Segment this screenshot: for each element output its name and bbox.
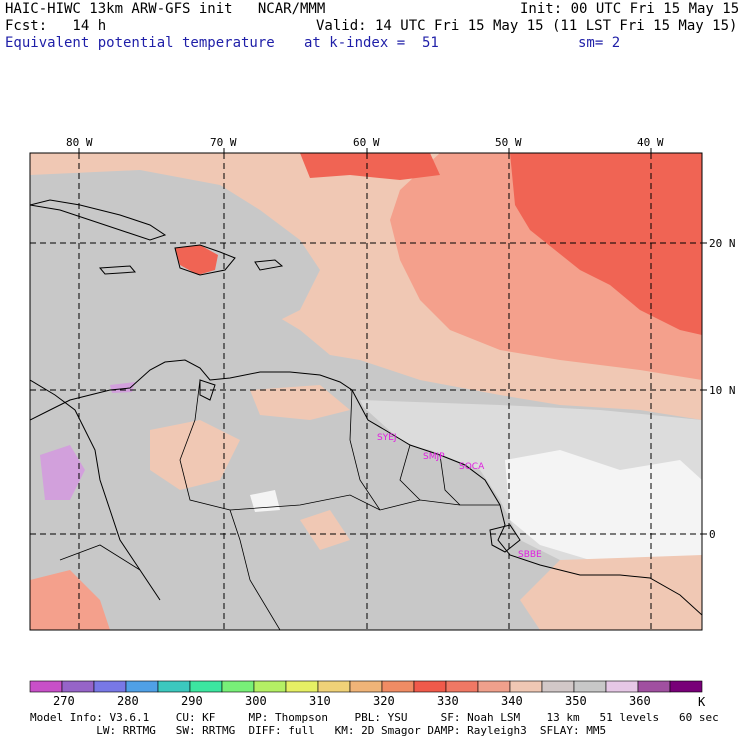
colorbar-swatch [349,680,383,693]
border-brazil-north [229,494,500,511]
colorbar-tick-label: 310 [309,694,331,708]
colorbar-swatch [317,680,351,693]
border-colombia [179,379,281,630]
colorbar-swatch [381,680,415,693]
colorbar-labels: 270 280 290 300 310 320 330 340 350 360 [53,694,651,708]
colorbar-tick-label: 340 [501,694,523,708]
lon-label-70w: 70 W [210,136,237,149]
stations: SYEJ SMJP SOCA SBBE [377,433,542,560]
tan-patch-land-3 [300,510,350,550]
station-syej: SYEJ [377,433,397,443]
coastlines [30,199,702,616]
lon-label-50w: 50 W [495,136,522,149]
tan-patch-land-1 [150,420,240,490]
top-ticks [78,148,707,535]
colorbar-swatch [509,680,543,693]
white-patch-land [250,490,280,512]
lon-label-80w: 80 W [66,136,93,149]
lon-label-60w: 60 W [353,136,380,149]
map-frame [29,152,703,631]
jamaica-coast [98,265,137,275]
red-patch-hispaniola [175,245,218,275]
colorbar-swatch [253,680,287,693]
colorbar-tick-label: 290 [181,694,203,708]
colorbar [29,680,703,693]
colorbar-unit: K [698,695,706,709]
colorbar-swatch [189,680,223,693]
colorbar-tick-label: 360 [629,694,651,708]
valid-time: Valid: 14 UTC Fri 15 May 15 (11 LST Fri … [316,18,738,34]
graticule [30,153,702,630]
hispaniola-coast [174,244,236,276]
colorbar-swatch [605,680,639,693]
south-america-coast [30,359,702,616]
colorbar-swatch [125,680,159,693]
station-smjp: SMJP [423,452,445,462]
lon-label-40w: 40 W [637,136,664,149]
station-soca: SOCA [459,462,485,472]
colorbar-swatch [541,680,575,693]
red-region-northeast [510,153,702,335]
footer-model-info-1: Model Info: V3.6.1 CU: KF MP: Thompson P… [30,711,719,724]
colorbar-swatch [637,680,671,693]
level-label: at k-index = 51 [304,35,439,51]
lat-label-10n: 10 N [709,384,736,397]
colorbar-tick-label: 330 [437,694,459,708]
lavender-patch [40,445,85,500]
colorbar-tick-label: 280 [117,694,139,708]
lavender-patch-2 [110,382,135,393]
init-time: Init: 00 UTC Fri 15 May 15 [520,1,740,17]
colorbar-tick-label: 350 [565,694,587,708]
red-region-top [300,153,440,180]
borders [59,379,500,630]
tan-patch-land-2 [250,385,350,420]
theta-e-field [30,153,702,630]
colorbar-tick-label: 300 [245,694,267,708]
border-venezuela-guyana [349,389,381,511]
colorbar-swatch [413,680,447,693]
colorbar-tick-label: 270 [53,694,75,708]
colorbar-swatch [93,680,127,693]
puerto-rico-coast [254,259,284,271]
colorbar-swatch [445,680,479,693]
colorbar-swatch [157,680,191,693]
lat-label-0: 0 [709,528,716,541]
station-sbbe: SBBE [518,550,542,560]
model-title: HAIC-HIWC 13km ARW-GFS init NCAR/MMM [5,1,326,17]
field-name: Equivalent potential temperature [5,35,275,51]
colorbar-swatch [573,680,607,693]
border-ecuador-peru [59,544,141,571]
white-region [505,450,702,570]
colorbar-swatch [285,680,319,693]
cuba-coast [30,199,167,241]
footer-model-info-2: LW: RRTMG SW: RRTMG DIFF: full KM: 2D Sm… [30,724,607,737]
forecast-hour: Fcst: 14 h [5,18,107,34]
border-guyana-suriname [399,444,421,501]
colorbar-swatch [669,680,703,693]
colorbar-swatch [477,680,511,693]
colorbar-swatch [29,680,63,693]
smoothing-label: sm= 2 [578,35,621,51]
salmon-patch-southwest [30,570,110,630]
border-suriname-guiana [439,454,461,506]
colorbar-swatch [61,680,95,693]
colorbar-swatch [221,680,255,693]
marajo-coast [489,524,521,553]
tan-region-south [520,555,702,630]
central-america-coast [30,379,161,601]
colorbar-tick-label: 320 [373,694,395,708]
lat-label-20n: 20 N [709,237,736,250]
